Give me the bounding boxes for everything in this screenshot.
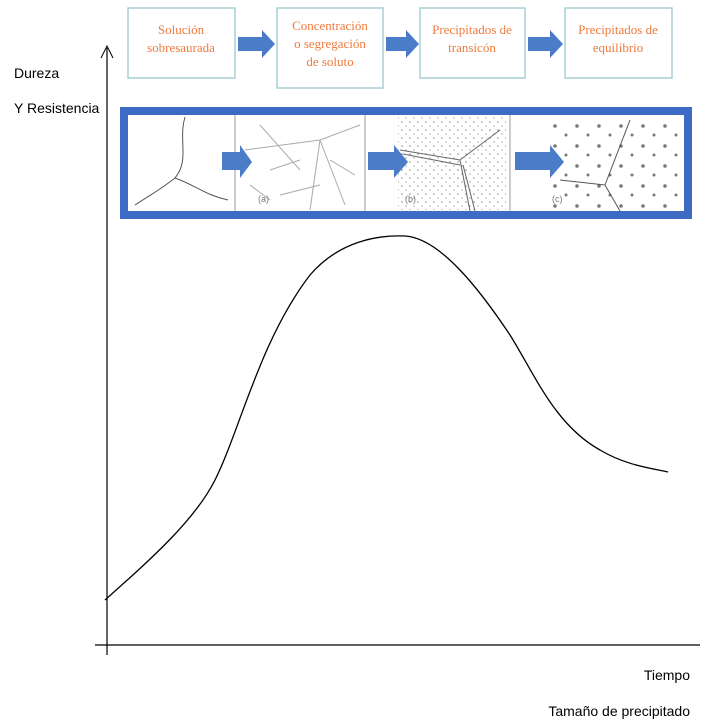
stage-label: transicón <box>448 40 496 55</box>
micrograph-label: (c) <box>552 194 563 204</box>
stage-label: o segregación <box>294 36 366 51</box>
arrow <box>528 30 563 58</box>
stage-label: sobresaurada <box>147 40 215 55</box>
hardness-curve <box>105 236 668 600</box>
y-axis-label: Dureza <box>14 65 59 81</box>
texture <box>548 117 682 210</box>
stage-label: Solución <box>158 22 205 37</box>
x-axis-label: Tiempo <box>644 667 690 683</box>
arrow <box>238 30 275 58</box>
micrograph-label: (a) <box>258 194 269 204</box>
stage-label: equilibrio <box>593 40 644 55</box>
y-axis-label: Y Resistencia <box>14 100 100 116</box>
stage-label: Precipitados de <box>432 22 512 37</box>
stage-label: Concentración <box>292 18 368 33</box>
stage-label: Precipitados de <box>578 22 658 37</box>
stage-label: de soluto <box>306 54 353 69</box>
arrow <box>386 30 419 58</box>
micrograph-label: (b) <box>405 194 416 204</box>
x-axis-label: Tamaño de precipitado <box>548 703 690 719</box>
diagram: Dureza Y Resistencia Tiempo Tamaño de preci… <box>0 0 710 721</box>
